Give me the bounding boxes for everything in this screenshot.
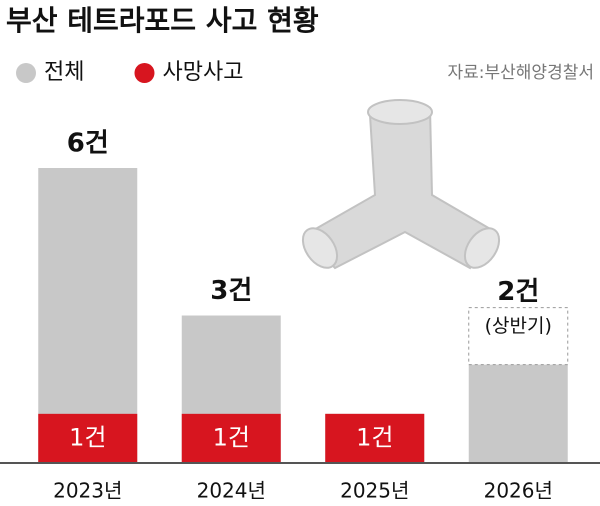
- value-label: 3건: [210, 276, 252, 306]
- bar: [325, 413, 425, 463]
- bar: [468, 364, 568, 463]
- chart-title: 부산 테트라포드 사고 현황: [6, 4, 319, 37]
- annotation-box: [468, 307, 569, 366]
- value-label: 6건: [67, 129, 109, 159]
- bar: [38, 413, 138, 463]
- value-label: 1건: [69, 423, 106, 451]
- x-tick-label: 2026년: [484, 479, 553, 503]
- value-label: 1건: [356, 423, 393, 451]
- legend-marker: [134, 63, 155, 83]
- tetrapod-icon: [301, 99, 501, 270]
- annotation: (상반기): [485, 315, 552, 337]
- legend-label: 사망사고: [162, 60, 243, 85]
- legend-marker: [16, 63, 36, 83]
- legend-label: 전체: [44, 60, 84, 85]
- x-tick-label: 2023년: [53, 479, 122, 503]
- x-tick-label: 2024년: [197, 479, 266, 503]
- value-label: 2건: [497, 277, 539, 307]
- value-label: 1건: [213, 423, 250, 451]
- bar: [181, 413, 281, 463]
- source: 자료:부산해양경찰서: [448, 63, 595, 83]
- x-tick-label: 2025년: [340, 479, 409, 503]
